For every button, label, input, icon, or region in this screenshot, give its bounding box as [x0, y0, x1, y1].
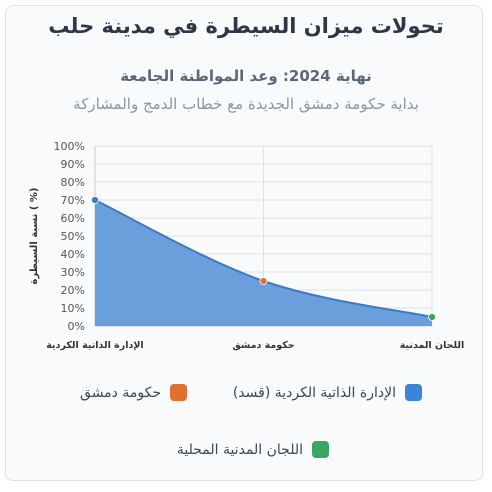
legend-item[interactable]: اللجان المدنية المحلية [177, 441, 329, 458]
legend-swatch [170, 384, 187, 401]
y-tick-label: 20% [61, 284, 85, 297]
x-tick-label: حكومة دمشق [232, 340, 294, 351]
data-point [259, 277, 268, 285]
legend-swatch [405, 384, 422, 401]
area-chart: 0% 10% 20% 30% 40% 50% 60% 70% 80% 90% 100% الإدار… [29, 140, 464, 351]
y-tick-label: 70% [61, 194, 85, 207]
legend-label: الإدارة الذاتية الكردية (قسد) [232, 384, 396, 401]
x-tick-label: الإدارة الذاتية الكردية [46, 340, 143, 351]
chart-subtitle-secondary: بداية حكومة دمشق الجديدة مع خطاب الدمج و… [73, 95, 419, 113]
y-tick-label: 100% [54, 140, 85, 153]
legend-label: حكومة دمشق [80, 384, 161, 401]
chart-title: تحولات ميزان السيطرة في مدينة حلب [48, 14, 444, 38]
chart-subtitle: نهاية 2024: وعد المواطنة الجامعة [120, 67, 372, 85]
legend-item[interactable]: حكومة دمشق [80, 384, 187, 401]
x-tick-label: اللجان المدنية [400, 340, 464, 351]
data-point [428, 313, 436, 321]
y-tick-label: 0% [68, 320, 85, 333]
y-tick-label: 10% [61, 302, 85, 315]
y-axis-ticks: 0% 10% 20% 30% 40% 50% 60% 70% 80% 90% 100% [54, 140, 85, 333]
legend-item[interactable]: الإدارة الذاتية الكردية (قسد) [233, 384, 422, 401]
y-tick-label: 40% [61, 248, 85, 261]
legend-swatch [312, 441, 329, 458]
area-fill [95, 200, 432, 326]
y-tick-label: 50% [61, 230, 85, 243]
y-axis-label: نسبة السيطرة ( %) [29, 188, 40, 285]
data-point [91, 196, 99, 204]
chart-card [5, 5, 483, 481]
y-tick-label: 90% [61, 158, 85, 171]
legend-label: اللجان المدنية المحلية [176, 441, 303, 458]
y-tick-label: 30% [61, 266, 85, 279]
y-tick-label: 60% [61, 212, 85, 225]
x-axis-ticks: الإدارة الذاتية الكردية حكومة دمشق اللجان … [46, 340, 464, 351]
y-tick-label: 80% [61, 176, 85, 189]
data-points [91, 196, 436, 321]
